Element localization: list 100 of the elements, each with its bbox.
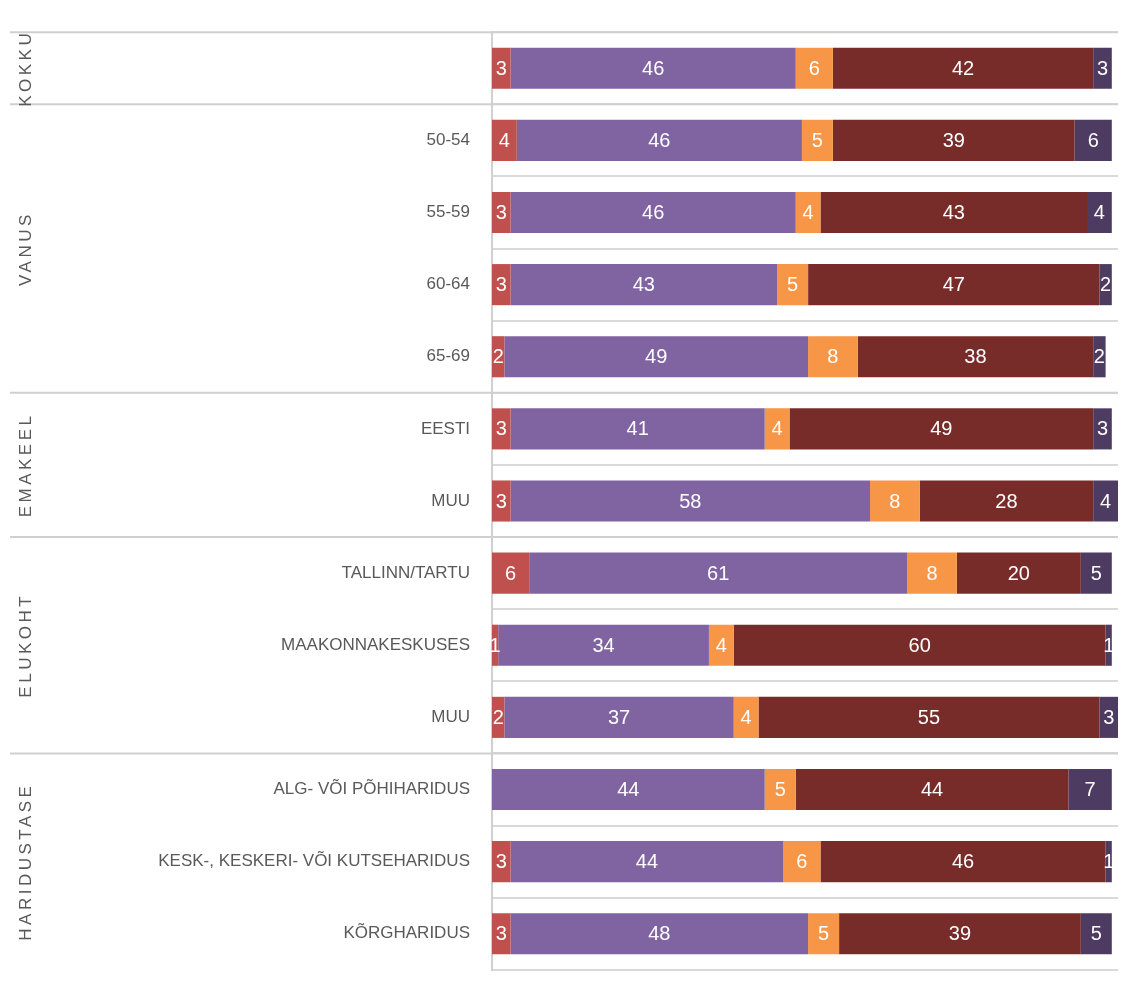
data-label: 4	[802, 201, 814, 224]
bar	[919, 480, 1094, 522]
y-tick-label: ALG- VÕI PÕHIHARIDUS	[273, 779, 470, 799]
bar	[733, 624, 1106, 666]
data-label: 46	[951, 850, 975, 873]
data-label: 60	[908, 633, 931, 656]
data-label: 6	[1087, 128, 1099, 151]
bar	[1093, 47, 1112, 89]
bar	[764, 408, 790, 450]
data-label: 8	[827, 345, 839, 368]
bar	[808, 264, 1100, 306]
data-label: 4	[715, 633, 727, 656]
data-label: 5	[1090, 922, 1102, 945]
data-label: 5	[787, 273, 799, 296]
bar	[1080, 552, 1112, 594]
bar	[510, 264, 778, 306]
bar	[708, 624, 734, 666]
bar	[510, 191, 796, 234]
bar	[870, 480, 920, 522]
data-label: 46	[642, 56, 665, 79]
bar	[907, 552, 957, 594]
bar	[808, 336, 858, 378]
data-label: 8	[926, 561, 938, 584]
bar	[857, 336, 1094, 378]
data-label: 2	[1100, 273, 1112, 296]
bar	[783, 841, 821, 883]
data-label: 44	[635, 850, 659, 873]
bar	[529, 552, 908, 594]
text: EMAKEEL	[15, 412, 36, 518]
data-label: 8	[889, 489, 901, 512]
bar	[1087, 191, 1112, 234]
bar	[956, 552, 1081, 594]
bar	[758, 696, 1100, 738]
data-label: 5	[774, 778, 786, 801]
bar	[1074, 119, 1112, 161]
data-label: 2	[1093, 345, 1105, 368]
bar	[492, 841, 511, 883]
data-label: 6	[808, 56, 820, 79]
y-tick-label: 50-54	[426, 130, 470, 150]
bar	[1099, 264, 1112, 306]
text: HARIDUSTASE	[16, 782, 37, 941]
bar	[1093, 480, 1118, 522]
bar	[498, 624, 709, 666]
data-label: 6	[505, 561, 517, 584]
bar	[492, 408, 511, 450]
data-label: 58	[679, 489, 702, 512]
data-label: 1	[1103, 850, 1115, 873]
data-label: 34	[592, 633, 615, 656]
data-label: 2	[492, 705, 504, 728]
y-tick-label: MAAKONNAKESKUSES	[281, 634, 470, 654]
bar	[832, 119, 1075, 161]
bar	[510, 408, 765, 450]
data-label: 28	[995, 489, 1018, 512]
data-label: 3	[495, 922, 507, 945]
data-label: 43	[942, 201, 965, 224]
y-tick-label: KÕRGHARIDUS	[343, 923, 470, 943]
data-label: 4	[1100, 489, 1112, 512]
data-label: 41	[626, 417, 649, 440]
data-label: 4	[498, 128, 510, 151]
bar	[1068, 768, 1112, 811]
bar	[504, 696, 734, 738]
y-tick-label: 65-69	[426, 346, 470, 366]
data-label: 46	[642, 201, 665, 224]
bar	[820, 841, 1106, 883]
data-label: 4	[740, 705, 752, 728]
data-label: 5	[1090, 561, 1102, 584]
bar	[808, 913, 840, 955]
bar	[510, 841, 784, 883]
bar	[492, 264, 511, 306]
data-label: 44	[920, 778, 944, 801]
bar	[839, 913, 1081, 955]
data-label: 42	[951, 56, 975, 79]
bar	[516, 119, 802, 161]
text: VANUS	[15, 211, 36, 286]
bar	[510, 913, 809, 955]
bar	[492, 47, 511, 89]
bar	[492, 768, 765, 811]
bar	[795, 47, 833, 89]
bar	[504, 336, 809, 378]
data-label: 1	[1103, 633, 1115, 656]
data-label: 38	[964, 345, 987, 368]
data-label: 46	[648, 128, 671, 151]
data-label: 44	[617, 778, 640, 801]
bar	[733, 696, 759, 738]
data-label: 39	[942, 128, 965, 151]
bar	[492, 480, 511, 522]
data-label: 3	[495, 273, 507, 296]
data-label: 3	[1096, 417, 1109, 440]
data-label: 49	[930, 417, 953, 440]
data-label: 37	[607, 705, 631, 728]
bar	[820, 191, 1088, 234]
data-label: 3	[495, 201, 507, 224]
data-label: 3	[1096, 56, 1109, 79]
data-label: 2	[492, 345, 504, 368]
data-label: 3	[495, 417, 507, 440]
data-label: 61	[707, 561, 730, 584]
bar	[795, 768, 1069, 811]
y-tick-label: 55-59	[426, 202, 470, 222]
data-label: 47	[942, 273, 965, 296]
data-label: 4	[771, 417, 783, 440]
